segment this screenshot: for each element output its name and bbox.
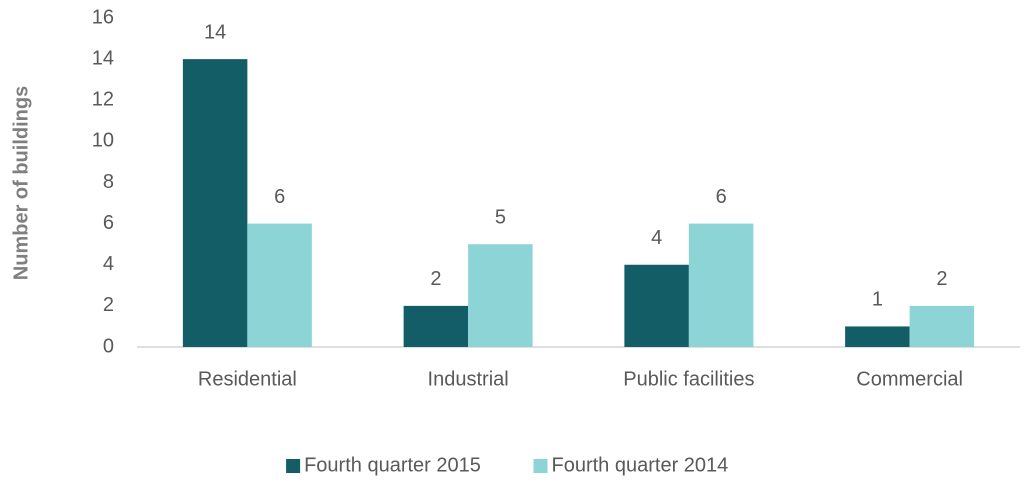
y-tick-label: 14	[92, 47, 114, 69]
bar	[403, 305, 469, 347]
data-label: 2	[936, 268, 947, 290]
data-label: 6	[274, 186, 285, 208]
data-label: 4	[651, 227, 662, 249]
data-label: 5	[495, 206, 506, 228]
x-tick-label: Public facilities	[623, 368, 754, 390]
bar	[182, 59, 248, 347]
y-tick-label: 6	[103, 212, 114, 234]
y-tick-label: 8	[103, 171, 114, 193]
bar	[247, 223, 312, 347]
bar	[468, 244, 533, 347]
y-tick-label: 2	[103, 294, 114, 316]
data-label: 1	[872, 289, 883, 311]
y-tick-label: 0	[103, 335, 114, 357]
legend-label: Fourth quarter 2014	[552, 454, 729, 476]
bar	[909, 305, 975, 347]
bar	[845, 326, 910, 347]
y-axis-title: Number of buildings	[10, 86, 32, 280]
data-label: 6	[716, 186, 727, 208]
data-label: 2	[430, 268, 441, 290]
data-label: 14	[204, 21, 226, 43]
x-tick-label: Residential	[198, 368, 297, 390]
legend-label: Fourth quarter 2015	[304, 454, 481, 476]
legend-swatch	[533, 459, 548, 473]
bar	[624, 264, 689, 347]
y-tick-label: 16	[92, 6, 114, 28]
y-tick-label: 4	[103, 253, 114, 275]
x-tick-label: Industrial	[428, 368, 509, 390]
x-tick-label: Commercial	[856, 368, 963, 390]
legend-swatch	[286, 459, 301, 473]
bar	[688, 223, 754, 347]
y-tick-label: 10	[92, 130, 114, 152]
y-tick-label: 12	[92, 89, 114, 111]
